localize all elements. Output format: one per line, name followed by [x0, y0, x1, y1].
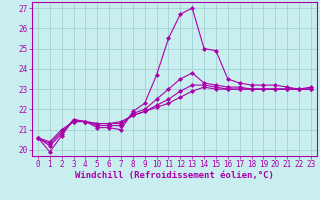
X-axis label: Windchill (Refroidissement éolien,°C): Windchill (Refroidissement éolien,°C)	[75, 171, 274, 180]
